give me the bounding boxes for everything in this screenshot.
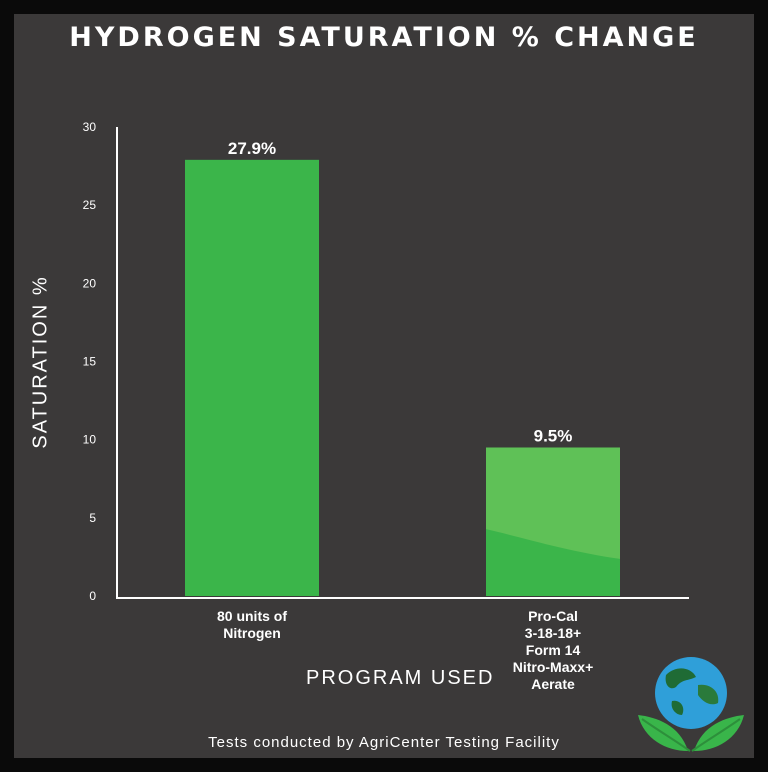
category-label: Form 14 xyxy=(526,642,581,658)
y-tick-label: 20 xyxy=(83,276,97,290)
chart-title: HYDROGEN SATURATION % CHANGE xyxy=(69,22,699,53)
category-label: 3-18-18+ xyxy=(525,625,581,641)
category-label: Nitrogen xyxy=(223,625,281,641)
category-label: Pro-Cal xyxy=(528,608,578,624)
bar-value-label: 27.9% xyxy=(228,139,276,158)
category-label: 80 units of xyxy=(217,608,287,624)
bar-value-label: 9.5% xyxy=(534,426,573,445)
y-tick-label: 30 xyxy=(83,120,97,134)
y-tick-label: 5 xyxy=(89,511,96,525)
category-label: Aerate xyxy=(531,676,575,692)
bar xyxy=(185,159,319,596)
y-tick-label: 0 xyxy=(89,589,96,603)
x-axis-label: PROGRAM USED xyxy=(306,667,495,689)
y-tick-label: 25 xyxy=(83,198,97,212)
y-tick-label: 15 xyxy=(83,355,97,369)
globe-with-leaves-logo xyxy=(638,657,744,752)
category-label: Nitro-Maxx+ xyxy=(513,659,594,675)
y-tick-label: 10 xyxy=(83,433,97,447)
y-axis-label: SATURATION % xyxy=(29,275,52,449)
footer-note: Tests conducted by AgriCenter Testing Fa… xyxy=(208,734,560,751)
bar-highlight xyxy=(486,447,620,559)
chart-panel xyxy=(14,14,754,758)
